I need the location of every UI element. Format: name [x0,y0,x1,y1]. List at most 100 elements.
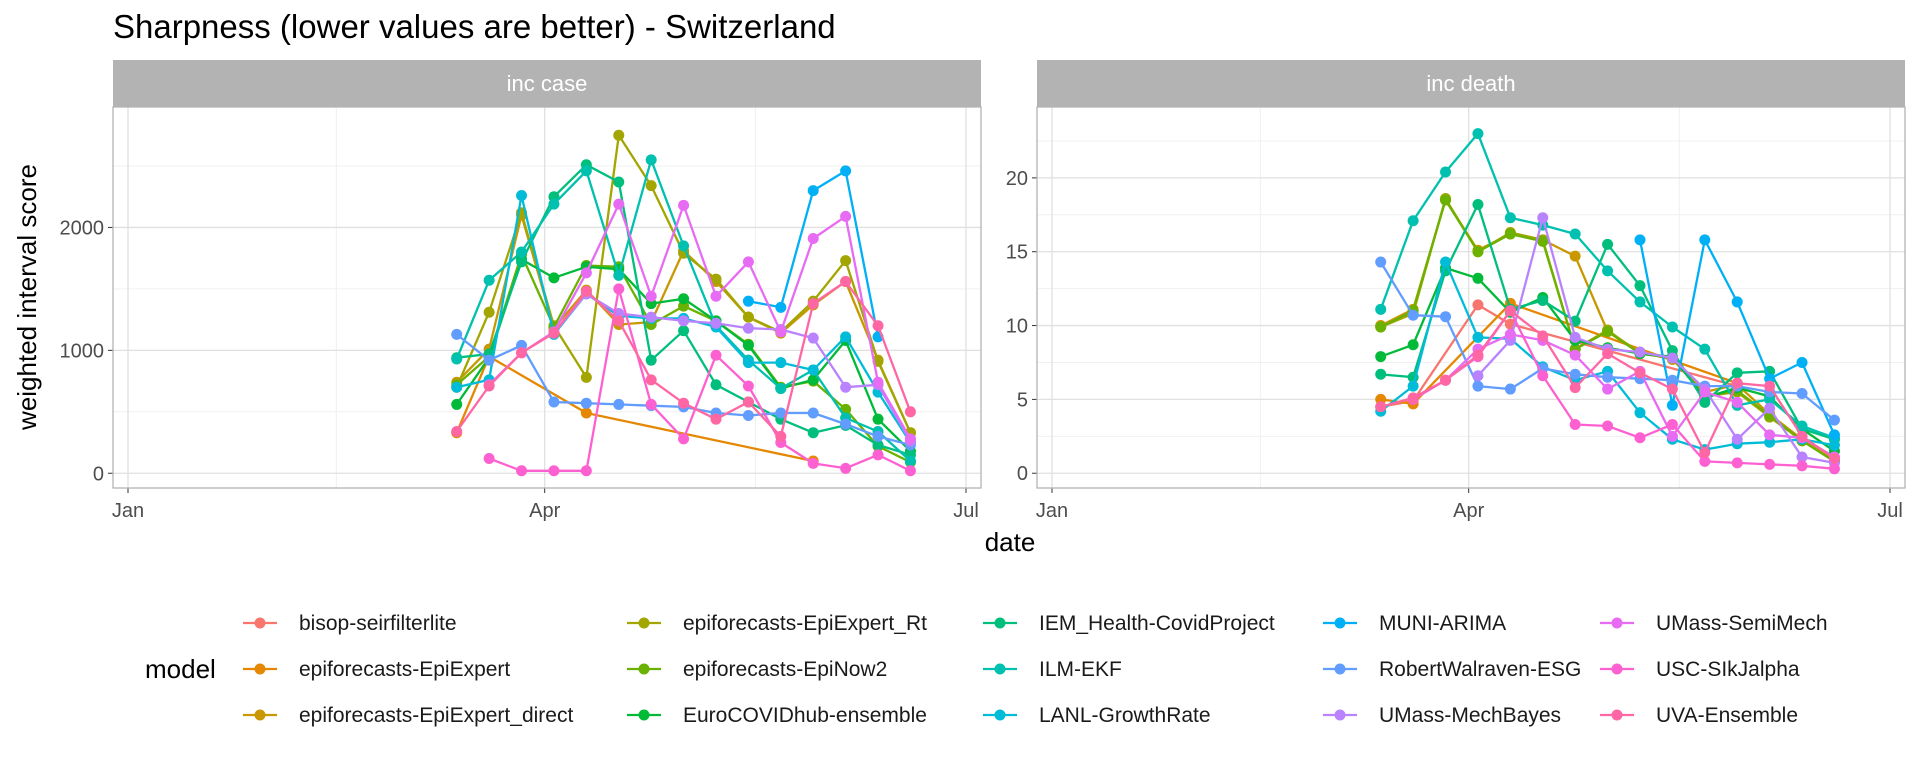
data-point [483,380,495,392]
legend-key [243,663,277,675]
legend-label: LANL-GrowthRate [1039,704,1211,727]
data-point [1634,296,1646,308]
legend-label: UMass-MechBayes [1379,704,1561,727]
legend-label: EuroCOVIDhub-ensemble [683,704,927,727]
panel-inc-case: inc case 0 1000 2000 Jan Apr Jul [60,60,982,522]
legend-label: USC-SIkJalpha [1656,658,1800,681]
data-point [775,407,787,419]
data-point [1569,250,1581,262]
data-point [710,413,722,425]
data-point [1440,311,1452,323]
data-point [1699,447,1711,459]
data-point [1634,432,1646,444]
data-point [742,396,754,408]
x-tick-label: Jan [112,500,144,522]
data-point [1569,349,1581,361]
data-point [483,354,495,366]
data-point [840,255,852,267]
data-point [1602,238,1614,250]
data-point [1764,458,1776,470]
data-point [548,396,560,408]
legend-key-point [638,709,650,721]
data-point [1375,321,1387,333]
data-point [742,322,754,334]
panel-background [1037,107,1905,488]
data-point [1666,419,1678,430]
data-point [1699,343,1711,355]
data-point [678,325,690,337]
data-point [840,418,852,430]
legend-key [1323,617,1357,629]
x-tick-label: Jan [1036,500,1068,522]
legend-label: epiforecasts-EpiExpert_direct [299,704,573,727]
data-point [1537,235,1549,247]
data-point [742,339,754,351]
panel-border [1036,106,1906,489]
facet-panels: inc case 0 1000 2000 Jan Apr Jul inc death 0 5 10 1… [60,60,1906,522]
data-point [613,198,625,210]
data-point [1504,228,1516,240]
data-point [710,349,722,361]
legend-key [1600,663,1634,675]
data-point [1440,166,1452,178]
data-point [548,465,560,477]
data-point [1731,396,1743,408]
data-point [904,406,916,418]
data-point [775,382,787,394]
data-point [1472,246,1484,258]
legend-key-point [994,709,1006,721]
data-point [1602,371,1614,383]
data-point [1764,402,1776,414]
data-point [1731,457,1743,469]
data-point [1666,399,1678,411]
data-point [613,269,625,281]
data-point [1828,414,1840,426]
x-tick-label: Apr [1453,500,1484,522]
legend-label: UMass-SemiMech [1656,612,1828,635]
data-point [904,455,916,467]
legend-key-point [1611,709,1623,721]
legend-label: epiforecasts-EpiExpert [299,658,510,681]
data-point [1666,383,1678,395]
data-point [613,283,625,295]
legend-title: model [145,654,216,684]
data-point [548,327,560,339]
data-point [645,374,657,386]
data-point [1796,387,1808,399]
data-point [872,449,884,461]
data-point [1472,299,1484,311]
data-point [1472,349,1484,361]
data-point [1796,430,1808,442]
data-point [678,433,690,445]
data-point [1731,367,1743,379]
data-point [1828,439,1840,451]
data-point [645,180,657,192]
data-point [807,407,819,419]
legend-key [983,709,1017,721]
data-point [807,332,819,344]
panel-background [113,107,981,488]
data-point [1828,452,1840,464]
data-point [1666,374,1678,386]
series-line [488,202,912,440]
legend-key-point [1611,663,1623,675]
data-point [1699,396,1711,408]
data-point [742,409,754,421]
data-point [1407,339,1419,351]
data-point [1440,256,1452,268]
x-tick-label: Jul [953,500,979,522]
data-point [1764,429,1776,441]
data-point [516,189,528,201]
data-point [807,298,819,310]
data-point [1440,194,1452,206]
data-point [1472,128,1484,140]
series-USC-SIkJalpha [483,283,916,477]
data-point [710,379,722,391]
data-point [840,331,852,343]
data-point [1796,356,1808,368]
data-point [1699,386,1711,398]
data-point [1407,392,1419,404]
data-point [451,381,463,393]
data-point [840,210,852,222]
